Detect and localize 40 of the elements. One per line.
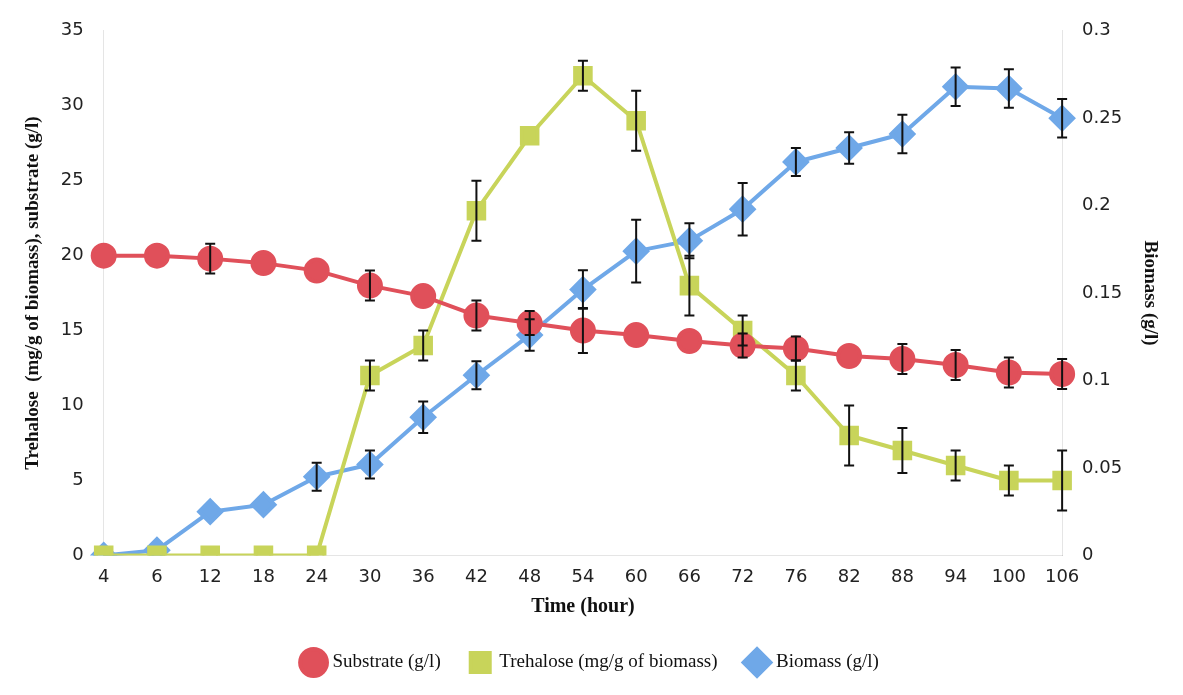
y2-tick-label: 0.2 [1082,193,1111,215]
y2-tick-label: 0.15 [1082,280,1123,302]
y2-axis-title: Biomass (g/l) [1139,240,1162,346]
x-tick-label: 42 [464,564,488,586]
x-tick-label: 18 [251,564,275,586]
x-tick-label: 100 [991,564,1027,586]
y-tick-label: 25 [60,168,84,190]
x-tick-label: 4 [97,564,110,586]
x-tick-label: 76 [784,564,808,586]
x-tick-label: 54 [571,564,595,586]
x-tick-label: 24 [305,564,329,586]
x-tick-label: 36 [411,564,435,586]
y-tick-label: 20 [60,243,84,265]
legend-label: Trehalose (mg/g of biomass) [499,650,718,673]
x-axis-title: Time (hour) [531,594,635,618]
y2-tick-label: 0.25 [1082,105,1123,127]
y2-tick-label: 0.1 [1082,368,1111,390]
x-tick-label: 66 [677,564,701,586]
x-tick-label: 12 [198,564,222,586]
x-tick-label: 60 [624,564,648,586]
y-axis-title: Trehalose (mg/g of biomass), substrate (g/l) [21,116,44,470]
y-tick-label: 15 [60,318,84,340]
x-tick-label: 88 [890,564,914,586]
y-tick-label: 35 [60,18,84,40]
legend-label: Substrate (g/l) [332,650,441,673]
x-tick-label: 94 [944,564,968,586]
y-tick-label: 0 [72,543,84,565]
y-tick-label: 10 [60,393,84,415]
y2-tick-label: 0.05 [1082,455,1123,477]
y2-tick-label: 0.3 [1082,18,1111,40]
y-tick-label: 30 [60,93,84,115]
x-tick-label: 30 [358,564,382,586]
y2-tick-label: 0 [1082,543,1094,565]
x-tick-label: 82 [837,564,861,586]
x-tick-label: 48 [518,564,542,586]
x-tick-label: 106 [1044,564,1080,586]
x-tick-label: 72 [731,564,755,586]
y-tick-label: 5 [72,468,84,490]
legend-label: Biomass (g/l) [776,650,879,673]
x-tick-label: 6 [151,564,163,586]
